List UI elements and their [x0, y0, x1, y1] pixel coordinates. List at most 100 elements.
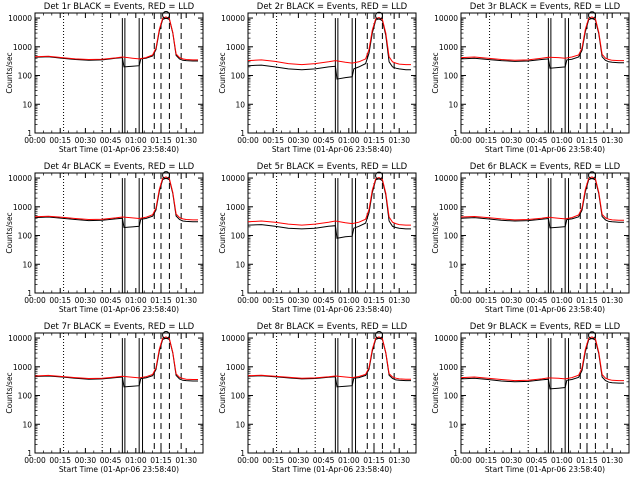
panel-8-xtick-label: 00:45 — [313, 456, 335, 465]
panel-4-xtick-label: 01:00 — [125, 296, 147, 305]
panel-2-ytick-label: 10 — [235, 100, 245, 109]
panel-2-ytick-label: 1 — [240, 129, 245, 138]
panel-6-xtick-label: 01:00 — [551, 296, 573, 305]
panel-5-ylabel: Counts/sec — [218, 212, 227, 253]
panel-2-ylabel: Counts/sec — [218, 52, 227, 93]
panel-3-ytick-label: 1 — [453, 129, 458, 138]
panel-6-events-line — [460, 177, 624, 229]
panel-9-ytick-label: 1000 — [439, 363, 458, 372]
panel-4-xtick-label: 00:15 — [49, 296, 71, 305]
panel-6-ylabel: Counts/sec — [431, 212, 440, 253]
panel-2-ytick-label: 1000 — [226, 43, 245, 52]
panel-4-ytick-label: 10000 — [8, 174, 32, 183]
panel-5-xtick-label: 01:15 — [363, 296, 385, 305]
panel-9-xtick-label: 01:15 — [576, 456, 598, 465]
panel-5-xlabel: Start Time (01-Apr-06 23:58:40) — [272, 305, 392, 314]
panel-8-xtick-label: 00:00 — [237, 456, 259, 465]
panel-7-xtick-label: 00:30 — [75, 456, 97, 465]
panel-7-frame — [34, 332, 204, 454]
panel-6-peak-marker — [588, 171, 597, 180]
panel-6-ytick-label: 10000 — [434, 174, 458, 183]
panel-1-events-line — [34, 17, 198, 68]
panel-2-frame — [247, 12, 417, 134]
panel-4-xtick-label: 00:45 — [100, 296, 122, 305]
panel-5-ytick-label: 10000 — [221, 174, 245, 183]
panel-1-ytick-label: 10000 — [8, 14, 32, 23]
panel-3-xlabel: Start Time (01-Apr-06 23:58:40) — [485, 145, 605, 154]
panel-1-xtick-label: 00:45 — [100, 136, 122, 145]
panel-3-lld-line — [460, 16, 624, 62]
panel-5-ytick-label: 100 — [231, 232, 246, 241]
panel-7-events-line — [34, 337, 198, 388]
panel-8-frame — [247, 332, 417, 454]
panel-2-xtick-label: 01:00 — [338, 136, 360, 145]
panel-1-xlabel: Start Time (01-Apr-06 23:58:40) — [59, 145, 179, 154]
panel-7-xtick-label: 01:15 — [150, 456, 172, 465]
panel-9-xtick-label: 00:15 — [475, 456, 497, 465]
panel-2-peak-marker — [375, 11, 384, 20]
panel-2-title: Det 2r BLACK = Events, RED = LLD — [257, 2, 408, 12]
panel-8-ytick-label: 1000 — [226, 363, 245, 372]
panel-8-ytick-label: 10000 — [221, 334, 245, 343]
panel-7-ytick-label: 1 — [27, 449, 32, 458]
panel-1-ytick-label: 1000 — [13, 43, 32, 52]
panel-3-xtick-label: 00:15 — [475, 136, 497, 145]
panel-4-ytick-label: 1000 — [13, 203, 32, 212]
panel-8-title: Det 8r BLACK = Events, RED = LLD — [257, 322, 408, 332]
panel-9-lld-line — [460, 336, 624, 382]
panel-6-xtick-label: 01:15 — [576, 296, 598, 305]
panel-3-ylabel: Counts/sec — [431, 52, 440, 93]
panel-3-peak-marker — [588, 11, 597, 20]
panel-6-xtick-label: 00:15 — [475, 296, 497, 305]
panel-7-xtick-label: 01:30 — [175, 456, 197, 465]
panel-4-title: Det 4r BLACK = Events, RED = LLD — [44, 162, 195, 172]
panel-5-xtick-label: 00:30 — [288, 296, 310, 305]
panel-5-ytick-label: 10 — [235, 260, 245, 269]
panel-2-xtick-label: 01:30 — [388, 136, 410, 145]
panel-4-ytick-label: 1 — [27, 289, 32, 298]
panel-5-xtick-label: 00:45 — [313, 296, 335, 305]
panel-9-xlabel: Start Time (01-Apr-06 23:58:40) — [485, 465, 605, 474]
panel-6-title: Det 6r BLACK = Events, RED = LLD — [470, 162, 621, 172]
panel-1-frame — [34, 12, 204, 134]
panel-9-events-line — [460, 337, 624, 390]
panel-9-ylabel: Counts/sec — [431, 372, 440, 413]
panel-4-ytick-label: 10 — [22, 260, 32, 269]
panel-9-xtick-label: 01:00 — [551, 456, 573, 465]
panel-7-lld-line — [34, 336, 198, 380]
panel-4-lld-line — [34, 176, 198, 221]
panel-6-ytick-label: 1000 — [439, 203, 458, 212]
panel-8-xtick-label: 00:15 — [262, 456, 284, 465]
panel-8-peak-marker — [375, 331, 384, 340]
panel-5-xtick-label: 00:00 — [237, 296, 259, 305]
panel-9-ytick-label: 1 — [453, 449, 458, 458]
panel-7-ylabel: Counts/sec — [5, 372, 14, 413]
panel-4-ylabel: Counts/sec — [5, 212, 14, 253]
panel-1-title: Det 1r BLACK = Events, RED = LLD — [44, 2, 195, 12]
panel-1-xtick-label: 00:15 — [49, 136, 71, 145]
panel-4-xtick-label: 00:30 — [75, 296, 97, 305]
panel-4-xlabel: Start Time (01-Apr-06 23:58:40) — [59, 305, 179, 314]
panel-3-xtick-label: 00:30 — [501, 136, 523, 145]
panel-8-ytick-label: 1 — [240, 449, 245, 458]
panel-4-events-line — [34, 177, 198, 229]
panel-6-ytick-label: 100 — [444, 232, 459, 241]
panel-9-ytick-label: 10000 — [434, 334, 458, 343]
panel-8-events-line — [247, 337, 411, 388]
panel-6-frame — [460, 172, 630, 294]
panel-5-title: Det 5r BLACK = Events, RED = LLD — [257, 162, 408, 172]
panel-2-xtick-label: 01:15 — [363, 136, 385, 145]
panel-4-peak-marker — [162, 171, 171, 180]
panel-1-ylabel: Counts/sec — [5, 52, 14, 93]
panel-2-lld-line — [247, 16, 411, 66]
panel-5-xtick-label: 01:00 — [338, 296, 360, 305]
panel-7-title: Det 7r BLACK = Events, RED = LLD — [44, 322, 195, 332]
panel-4-xtick-label: 01:30 — [175, 296, 197, 305]
panel-6-xtick-label: 00:45 — [526, 296, 548, 305]
panel-3-xtick-label: 00:45 — [526, 136, 548, 145]
panel-5-events-line — [247, 178, 411, 239]
panel-2-ytick-label: 100 — [231, 72, 246, 81]
panel-5-lld-line — [247, 176, 411, 226]
panel-7-ytick-label: 10000 — [8, 334, 32, 343]
